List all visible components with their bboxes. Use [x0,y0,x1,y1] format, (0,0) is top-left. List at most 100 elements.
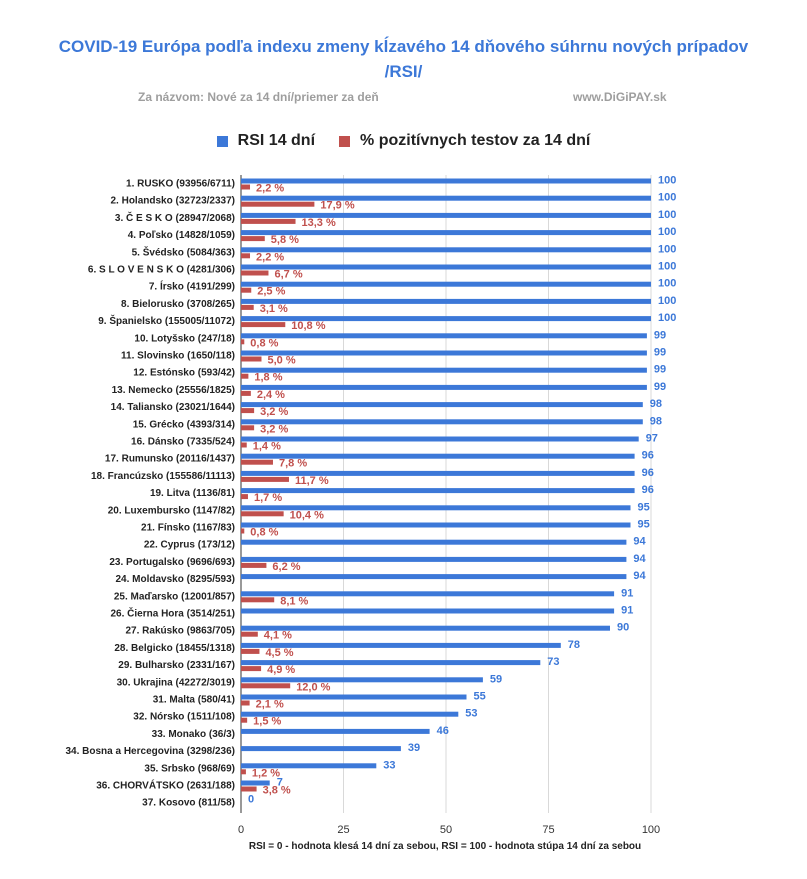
rsi-bar [241,660,541,666]
rsi-bar [241,539,627,545]
rsi-bar [241,247,651,253]
legend-label-positivity: % pozitívnych testov za 14 dní [360,132,591,149]
rsi-data-label: 7 [277,777,283,789]
positivity-data-label: 10,8 % [291,320,325,332]
category-label: 29. Bulharsko (2331/167) [118,660,235,671]
rsi-data-label: 96 [642,484,654,496]
positivity-bar [241,322,286,328]
positivity-bar [241,373,249,379]
rsi-data-label: 100 [658,243,676,255]
category-label: 20. Luxembursko (1147/82) [108,505,235,516]
rsi-bar [241,505,631,511]
rsi-data-label: 96 [642,450,654,462]
positivity-bar [241,786,257,792]
category-label: 34. Bosna a Hercegovina (3298/236) [65,746,235,757]
positivity-data-label: 2,2 % [256,183,284,195]
category-label: 7. Írsko (4191/299) [149,280,235,293]
category-label: 2. Holandsko (32723/2337) [110,196,235,207]
rsi-bar [241,436,639,442]
chart-legend: RSI 14 dní % pozitívnych testov za 14 dn… [0,132,807,150]
x-tick-label: 0 [238,824,244,836]
rsi-data-label: 94 [633,570,646,582]
rsi-bar [241,556,627,562]
rsi-data-label: 100 [658,261,676,273]
positivity-data-label: 17,9 % [320,200,354,212]
rsi-data-label: 53 [465,708,477,720]
positivity-data-label: 1,5 % [253,716,281,728]
rsi-bar [241,591,615,597]
rsi-data-label: 99 [654,364,666,376]
positivity-bar [241,339,245,345]
positivity-data-label: 3,1 % [260,303,288,315]
positivity-data-label: 13,3 % [302,217,336,229]
positivity-bar [241,597,275,603]
rsi-data-label: 91 [621,587,633,599]
rsi-data-label: 73 [547,656,559,668]
category-label: 11. Slovinsko (1650/118) [121,351,235,362]
chart-title-line2: /RSI/ [384,62,423,81]
rsi-data-label: 98 [650,415,662,427]
rsi-bar [241,350,647,356]
rsi-bar [241,298,651,304]
positivity-bar [241,717,248,723]
rsi-bar [241,488,635,494]
rsi-bar [241,178,651,184]
rsi-bar [241,264,651,270]
category-label: 10. Lotyšsko (247/18) [134,333,235,344]
rsi-data-label: 99 [654,329,666,341]
rsi-data-label: 99 [654,381,666,393]
category-label: 22. Cyprus (173/12) [144,540,235,551]
positivity-bar [241,356,262,362]
positivity-bar [241,425,255,431]
positivity-data-label: 2,4 % [257,389,285,401]
rsi-bar [241,625,610,631]
rsi-bar [241,333,647,339]
positivity-data-label: 5,0 % [268,355,296,367]
x-tick-label: 100 [642,824,660,836]
rsi-bar [241,367,647,373]
positivity-bar [241,562,267,568]
positivity-data-label: 6,7 % [274,269,302,281]
category-label: 19. Litva (1136/81) [150,488,235,499]
rsi-bar [241,281,651,287]
positivity-data-label: 2,2 % [256,251,284,263]
rsi-data-label: 59 [490,673,502,685]
category-label: 37. Kosovo (811/58) [142,798,235,809]
legend-swatch-positivity [339,135,351,147]
legend-item-rsi: RSI 14 dní [216,132,315,150]
category-label: 14. Taliansko (23021/1644) [111,402,235,413]
category-label: 16. Dánsko (7335/524) [131,437,235,448]
rsi-bar [241,470,635,476]
rsi-data-label: 100 [658,192,676,204]
rsi-data-label: 95 [638,519,650,531]
positivity-data-label: 3,2 % [260,406,288,418]
rsi-data-label: 100 [658,226,676,238]
category-label: 6. S L O V E N S K O (4281/306) [88,265,235,276]
category-label: 1. RUSKO (93956/6711) [126,179,235,190]
positivity-data-label: 3,2 % [260,423,288,435]
rsi-bar [241,728,430,734]
positivity-bar [241,631,258,637]
rsi-bar [241,746,401,752]
chart-title-line1: COVID-19 Európa podľa indexu zmeny kĺzav… [58,37,749,56]
rsi-data-label: 100 [658,209,676,221]
category-label: 15. Grécko (4393/314) [133,419,235,430]
positivity-data-label: 7,8 % [279,458,307,470]
rsi-bar [241,195,651,201]
category-label: 28. Belgicko (18455/1318) [114,643,235,654]
chart-title: COVID-19 Európa podľa indexu zmeny kĺzav… [0,34,807,84]
positivity-bar [241,201,315,207]
positivity-bar [241,494,248,500]
positivity-bar [241,648,260,654]
positivity-bar [241,184,251,190]
positivity-data-label: 8,1 % [280,595,308,607]
category-label: 13. Nemecko (25556/1825) [112,385,235,396]
rsi-data-label: 100 [658,295,676,307]
category-label: 27. Rakúsko (9863/705) [125,626,235,637]
positivity-data-label: 4,1 % [264,630,292,642]
rsi-bar [241,608,615,614]
positivity-data-label: 0,8 % [250,337,278,349]
positivity-data-label: 1,8 % [254,372,282,384]
positivity-data-label: 3,8 % [263,785,291,797]
rsi-bar [241,419,643,425]
